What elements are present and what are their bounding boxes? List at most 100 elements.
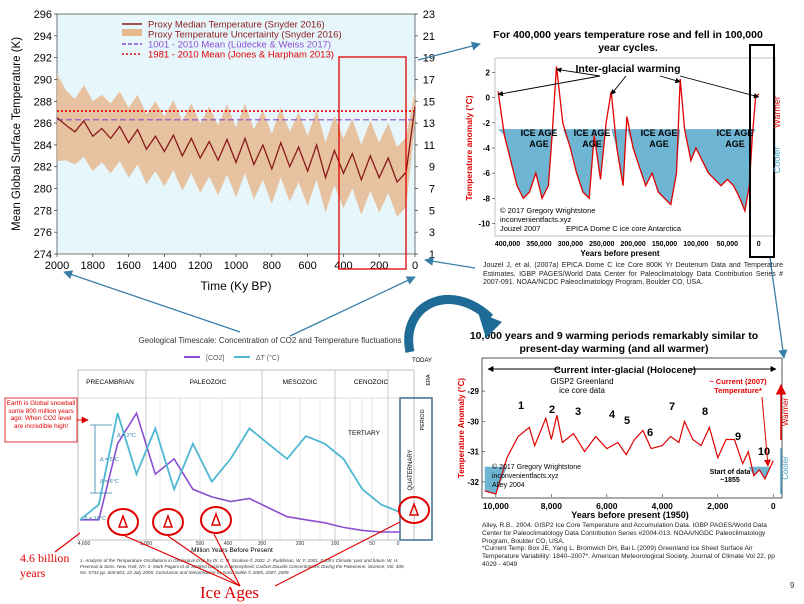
- ice-age-label-4: ICE AGE: [717, 128, 754, 138]
- current-temp-label-1: ~ Current (2007): [709, 377, 767, 386]
- gisp2-y-ticks: -29 -30 -31 -32: [467, 387, 485, 487]
- timescale-source: 1- Analysis of the Temperature Oscillati…: [80, 558, 405, 575]
- y2-tick-label: 17: [423, 74, 435, 86]
- peak-label-2: 2: [549, 404, 555, 416]
- x-tick-label: 50: [369, 541, 375, 547]
- x-tick-label: 250,000: [589, 241, 614, 248]
- interglacial-pointers: [497, 67, 760, 99]
- billion-years-label-1: 4.6 billion: [20, 551, 69, 565]
- y-tick-label: 294: [34, 31, 52, 43]
- y-tick-label: -6: [483, 169, 491, 178]
- x-tick-label: 8,000: [541, 501, 563, 511]
- x-tick-label: 0: [412, 260, 418, 272]
- x-tick-label: 500: [196, 541, 205, 547]
- y2-tick-label: 3: [429, 227, 435, 239]
- era-boundaries: [145, 370, 389, 540]
- gisp2-chart: 10,000 years and 9 warming periods remar…: [457, 330, 790, 520]
- timescale-source-wrapper: 1- Analysis of the Temperature Oscillati…: [80, 558, 405, 575]
- delta-5c: Δ = 5°C: [100, 457, 119, 463]
- y2-tick-label: 1: [429, 249, 435, 261]
- gisp2-x-label: Years before present (1950): [571, 510, 689, 520]
- period-tertiary: TERTIARY: [348, 430, 381, 437]
- y-tick-label: 278: [34, 205, 52, 217]
- x-tick-label: 0: [771, 501, 776, 511]
- era-label: ERA: [426, 374, 432, 386]
- peak-label-6: 6: [647, 427, 653, 439]
- x-tick-label: 1800: [81, 260, 105, 272]
- snyder-y2-ticks: 23 21 19 17 15 13 11 9 7 5 3 1: [415, 9, 435, 261]
- median-path: [56, 106, 416, 184]
- legend-swatch: [122, 29, 142, 36]
- ice-age-pointer: [167, 535, 241, 587]
- jouzel-citation: Jouzel J, et al. (2007a) EPICA Dome C Ic…: [483, 262, 783, 287]
- ice-age-circle: [152, 508, 184, 536]
- y-tick-label: 276: [34, 227, 52, 239]
- epica-x-label: Years before present: [580, 249, 659, 258]
- y-tick-label: 0: [486, 94, 491, 103]
- peak-label-8: 8: [702, 406, 708, 418]
- peak-label-3: 3: [575, 406, 581, 418]
- ice-age-pointer: [213, 533, 241, 587]
- timescale-chart: Geological Timescale: Concentration of C…: [4, 336, 433, 602]
- epica-author: Jouzel 2007: [500, 224, 540, 233]
- ice-age-label-3: ICE AGE: [641, 128, 678, 138]
- x-tick-label: 1600: [116, 260, 140, 272]
- timescale-x-label: Million Years Before Present: [191, 547, 273, 554]
- current-temp-pointer: [761, 396, 771, 467]
- gisp2-copyright: © 2017 Gregory Wrightstone: [492, 463, 581, 471]
- epica-path: [497, 66, 760, 214]
- peak-label-7: 7: [669, 401, 675, 413]
- gisp2-citation-wrapper: Alley, R.B.. 2004. GISP2 Ice Core Temper…: [482, 522, 788, 569]
- y-tick-label: 2: [486, 69, 491, 78]
- timescale-x-ticks: 4,600 1,000 500 400 300 200 100 50 0: [78, 541, 400, 547]
- era-mesozoic: MESOZOIC: [283, 379, 318, 386]
- x-tick-label: 150,000: [652, 241, 677, 248]
- ice-age-label-2: ICE AGE: [574, 128, 611, 138]
- y-tick-label: -4: [483, 144, 491, 153]
- x-tick-label: 0: [397, 541, 400, 547]
- billion-years-pointer: [54, 532, 81, 553]
- x-tick-label: 200: [370, 260, 388, 272]
- x-tick-label: 1200: [188, 260, 212, 272]
- ice-age-arrow-marker: [408, 501, 420, 516]
- y2-tick-label: 13: [423, 118, 435, 130]
- start-of-data-label-2: ~1855: [720, 477, 740, 484]
- x-tick-label: 800: [263, 260, 281, 272]
- interglacial-pointer: [679, 75, 760, 99]
- snyder-reference-lines: [57, 110, 415, 121]
- x-tick-label: 600: [298, 260, 316, 272]
- connector-timescale-snyder-recent: [289, 276, 416, 337]
- legend-temp-label: ΔT (°C): [256, 354, 279, 362]
- ice-age-circle: [107, 508, 139, 536]
- x-tick-label: 400: [334, 260, 352, 272]
- ice-age-arrow-marker: [210, 511, 222, 526]
- x-tick-label: 400,000: [495, 241, 520, 248]
- snowball-note: Earth is Global snowball some 800 millio…: [6, 400, 76, 430]
- gisp2-source-line2: ice core data: [559, 386, 605, 395]
- interglacial-pointer: [659, 75, 681, 84]
- start-of-data-label-1: Start of data: [710, 469, 751, 476]
- ice-age-arrow-marker: [117, 513, 129, 528]
- legend-label: 1001 - 2010 Mean (Lüdecke & Weiss 2017): [148, 40, 331, 51]
- connector-timescale-snyder: [63, 270, 241, 333]
- gisp2-citations: Alley, R.B.. 2004. GISP2 Ice Core Temper…: [482, 522, 788, 569]
- y2-tick-label: 21: [423, 31, 435, 43]
- delta-6c: Δ = 6°C: [100, 479, 119, 485]
- y-tick-label: 282: [34, 162, 52, 174]
- temperature-path: [79, 412, 401, 521]
- holocene-label: Current inter-glacial (Holocene): [554, 365, 696, 376]
- y2-tick-label: 11: [424, 140, 435, 152]
- snyder-y-label: Mean Global Surface Temperature (K): [11, 37, 23, 231]
- gisp2-temperature-line: [484, 415, 774, 495]
- billion-years-label-2: years: [20, 566, 46, 580]
- holocene-label-bg: [560, 362, 690, 376]
- epica-ice-age-fill: [498, 129, 759, 211]
- epica-cooler-label: Cooler: [772, 147, 782, 174]
- y-tick-label: -31: [467, 448, 479, 457]
- co2-path: [80, 411, 400, 533]
- y2-tick-label: 5: [429, 205, 435, 217]
- interglacial-label: Inter-glacial warming: [575, 63, 680, 75]
- y2-tick-label: 7: [429, 184, 435, 196]
